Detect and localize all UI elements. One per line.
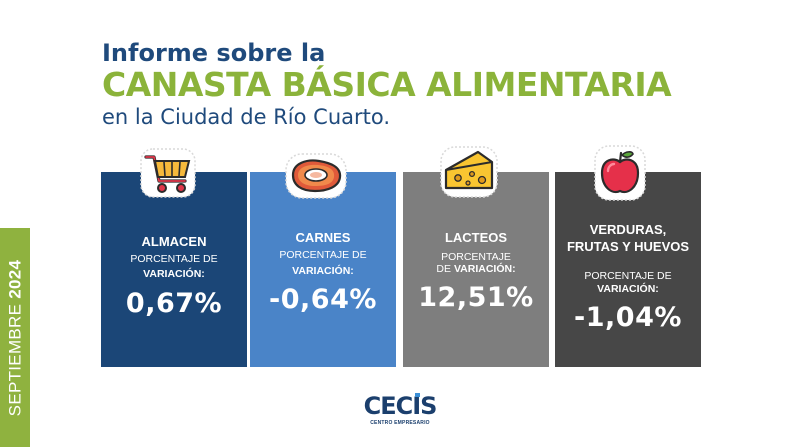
heading-intro: Informe sobre la: [102, 39, 326, 67]
card-subtitle-bold: VARIACIÓN:: [292, 265, 354, 277]
month-label: SEPTIEMBRE: [5, 298, 25, 416]
card-subtitle-bold: DE VARIACIÓN:: [436, 263, 516, 275]
heading-location: en la Ciudad de Río Cuarto.: [102, 105, 391, 129]
card-subtitle-bold: VARIACIÓN:: [143, 268, 205, 280]
card-value: 0,67%: [125, 288, 223, 319]
card-value: -1,04%: [574, 302, 682, 333]
logo-subtitle: CENTRO EMPRESARIO: [370, 420, 430, 426]
card-subtitle-bold: VARIACIÓN:: [597, 283, 659, 295]
card-subtitle: PORCENTAJE: [441, 251, 511, 263]
cheese-icon: [440, 146, 498, 198]
side-band: SEPTIEMBRE 2024: [0, 228, 30, 447]
heading-title: CANASTA BÁSICA ALIMENTARIA: [102, 65, 672, 104]
card-subtitle: PORCENTAJE DE: [584, 270, 672, 282]
meat-steak-icon: [285, 153, 347, 199]
card-verduras: VERDURAS, FRUTAS Y HUEVOS PORCENTAJE DE …: [555, 172, 701, 367]
logo-wordmark: CECIS: [364, 392, 437, 420]
card-title: ALMACEN: [141, 234, 207, 249]
card-carnes: CARNES PORCENTAJE DE VARIACIÓN: -0,64%: [250, 172, 396, 367]
card-title-line2: FRUTAS Y HUEVOS: [566, 239, 690, 254]
card-subtitle: PORCENTAJE DE: [279, 249, 367, 261]
card-title: CARNES: [295, 230, 351, 245]
apple-icon: [594, 145, 646, 201]
card-title: LACTEOS: [444, 230, 508, 245]
card-almacen: ALMACEN PORCENTAJE DE VARIACIÓN: 0,67%: [101, 172, 247, 367]
cecis-logo: CECIS CENTRO EMPRESARIO: [358, 390, 442, 432]
shopping-cart-icon: [140, 148, 196, 198]
date-label: SEPTIEMBRE 2024: [5, 259, 25, 416]
card-title: VERDURAS,: [589, 222, 667, 237]
card-lacteos: LACTEOS PORCENTAJE DE VARIACIÓN: 12,51%: [403, 172, 549, 367]
card-value: -0,64%: [269, 284, 377, 315]
heading: Informe sobre la CANASTA BÁSICA ALIMENTA…: [102, 39, 672, 130]
card-subtitle: PORCENTAJE DE: [130, 253, 218, 265]
cecis-logo-mark: CECIS: [364, 392, 438, 420]
card-value: 12,51%: [418, 282, 534, 313]
year-label: 2024: [5, 259, 25, 299]
